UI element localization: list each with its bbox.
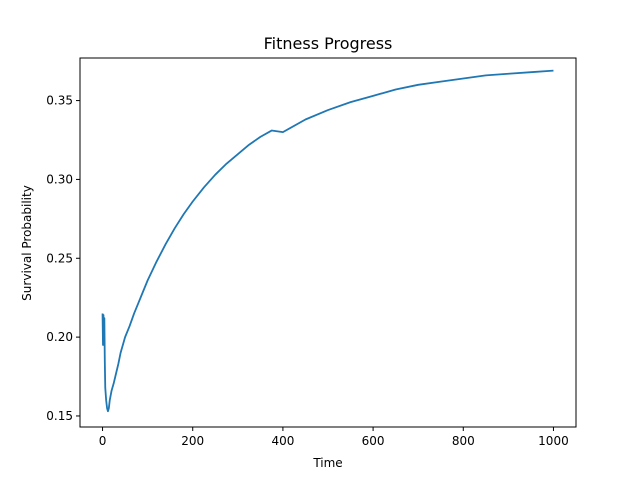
y-tick-label: 0.20 xyxy=(46,330,73,344)
y-tick-label: 0.30 xyxy=(46,172,73,186)
y-axis-label: Survival Probability xyxy=(20,185,34,301)
x-tick-label: 800 xyxy=(452,434,475,448)
y-tick-label: 0.15 xyxy=(46,409,73,423)
y-tick-label: 0.35 xyxy=(46,94,73,108)
y-tick-label: 0.25 xyxy=(46,251,73,265)
x-tick-label: 200 xyxy=(181,434,204,448)
plot-area xyxy=(101,69,554,413)
x-axis-label: Time xyxy=(312,456,342,470)
axes-frame xyxy=(79,57,577,428)
x-tick-label: 400 xyxy=(271,434,294,448)
x-tick-label: 600 xyxy=(362,434,385,448)
y-axis: 0.15 0.20 0.25 0.30 0.35 xyxy=(46,94,80,423)
x-axis: 0 200 400 600 800 1000 xyxy=(99,427,569,448)
x-tick-label: 1000 xyxy=(538,434,569,448)
series-line xyxy=(101,69,554,413)
x-tick-label: 0 xyxy=(99,434,107,448)
chart-title: Fitness Progress xyxy=(264,34,393,53)
